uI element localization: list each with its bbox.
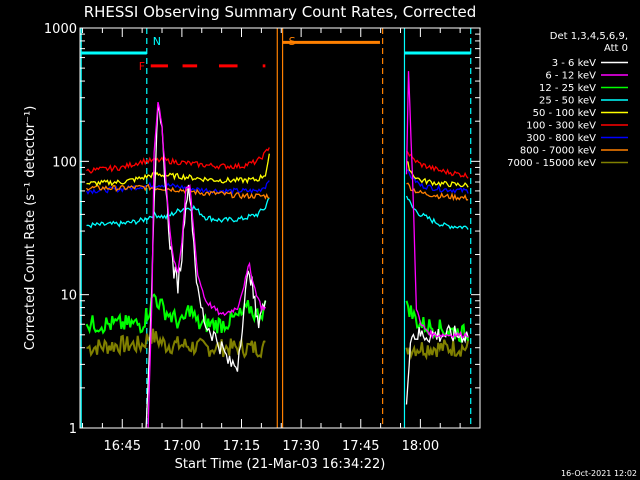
- series-line: [86, 153, 270, 187]
- series-line: [147, 101, 266, 428]
- y-tick-label: 10: [60, 289, 77, 304]
- y-axis-label: Corrected Count Rate (s⁻¹ detector⁻¹): [23, 106, 38, 351]
- x-tick-label: 16:45: [104, 439, 141, 454]
- series-line: [145, 104, 267, 428]
- series-layer: [85, 71, 470, 428]
- legend-entry-label: 6 - 12 keV: [545, 71, 596, 82]
- series-line: [85, 293, 267, 335]
- x-tick-label: 18:00: [402, 439, 439, 454]
- plot-frame: [79, 27, 481, 429]
- footer-date: 16-Oct-2021 12:02: [561, 469, 637, 478]
- x-axis-label: Start Time (21-Mar-03 16:34:22): [175, 457, 386, 472]
- series-line: [406, 150, 469, 179]
- legend-entry-label: 50 - 100 keV: [533, 108, 597, 119]
- series-line: [406, 160, 469, 188]
- x-tick-label: 17:45: [342, 439, 379, 454]
- marker-label: N: [153, 35, 161, 48]
- x-tick-label: 17:00: [163, 439, 200, 454]
- series-line: [85, 180, 270, 196]
- series-line: [406, 182, 469, 202]
- legend-entry-label: 12 - 25 keV: [539, 83, 596, 94]
- legend-entry-label: 7000 - 15000 keV: [507, 158, 596, 169]
- series-line: [405, 339, 470, 361]
- legend-entry-label: 100 - 300 keV: [526, 121, 596, 132]
- legend-entry-label: 3 - 6 keV: [552, 58, 596, 69]
- series-line: [405, 195, 469, 230]
- legend-entry-label: 25 - 50 keV: [539, 96, 596, 107]
- chart-title: RHESSI Observing Summary Count Rates, Co…: [84, 3, 477, 21]
- x-tick-label: 17:30: [282, 439, 319, 454]
- y-tick-label: 100: [52, 155, 77, 170]
- series-line: [405, 71, 469, 340]
- legend: Det 1,3,4,5,6,9,Att 0 3 - 6 keV 6 - 12 keV…: [507, 31, 628, 169]
- y-tick-label: 1000: [44, 22, 77, 37]
- legend-header: Att 0: [604, 43, 628, 54]
- legend-entry-label: 800 - 7000 keV: [520, 146, 596, 157]
- legend-entry-label: 300 - 800 keV: [526, 133, 596, 144]
- legend-header: Det 1,3,4,5,6,9,: [550, 31, 628, 42]
- series-line: [405, 324, 469, 405]
- y-axis: 1 10 100 1000: [44, 22, 480, 437]
- marker-layer: NSF: [80, 28, 472, 428]
- series-line: [86, 197, 270, 229]
- x-axis: 16:45 17:00 17:15 17:30 17:45 18:00: [82, 28, 461, 454]
- series-line: [85, 183, 270, 200]
- series-line: [86, 147, 270, 174]
- series-line: [406, 169, 469, 194]
- x-tick-label: 17:15: [223, 439, 260, 454]
- flare-flag-label: F: [139, 60, 145, 73]
- series-line: [86, 328, 266, 359]
- y-tick-label: 1: [69, 422, 77, 437]
